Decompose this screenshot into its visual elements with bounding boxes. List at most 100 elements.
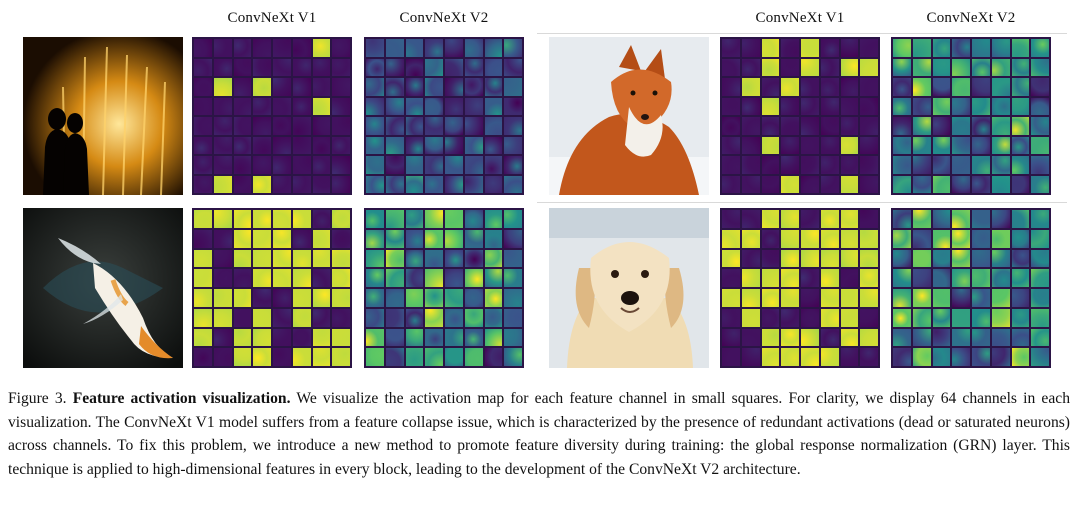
feature-channel-cell: [820, 175, 839, 193]
feature-channel-cell: [722, 328, 740, 347]
feature-channel-cell: [213, 289, 232, 307]
feature-channel-cell: [912, 175, 931, 193]
feature-channel-cell: [425, 328, 443, 347]
feature-channel-cell: [741, 348, 760, 366]
feature-channel-cell: [972, 39, 990, 57]
feature-channel-cell: [820, 78, 839, 96]
feature-channel-cell: [741, 249, 760, 268]
feature-channel-cell: [312, 117, 331, 135]
feature-channel-cell: [405, 229, 424, 248]
feature-channel-cell: [504, 58, 522, 76]
feature-channel-cell: [820, 97, 839, 115]
feature-channel-cell: [464, 348, 483, 366]
feature-channel-cell: [912, 210, 931, 228]
feature-channel-cell: [860, 328, 878, 347]
feature-channel-cell: [820, 39, 839, 57]
feature-channel-cell: [385, 249, 404, 268]
feature-channel-cell: [292, 269, 311, 287]
feature-channel-cell: [273, 229, 291, 248]
feature-channel-cell: [213, 39, 232, 57]
feature-channel-cell: [860, 117, 878, 135]
feature-channel-cell: [273, 97, 291, 115]
feature-channel-cell: [781, 97, 799, 115]
feature-channel-cell: [801, 348, 819, 366]
feature-channel-cell: [801, 78, 819, 96]
feature-channel-cell: [366, 210, 384, 228]
feature-channel-cell: [840, 269, 859, 287]
feature-channel-cell: [213, 117, 232, 135]
feature-channel-cell: [464, 97, 483, 115]
feature-channel-cell: [253, 249, 271, 268]
feature-channel-cell: [405, 249, 424, 268]
feature-channel-cell: [504, 289, 522, 307]
feature-channel-cell: [840, 78, 859, 96]
feature-channel-cell: [1011, 58, 1030, 76]
feature-channel-cell: [385, 156, 404, 174]
feature-channel-cell: [1031, 229, 1049, 248]
feature-channel-cell: [912, 39, 931, 57]
activation-grid-dog-v1: [720, 208, 880, 368]
feature-channel-cell: [932, 229, 951, 248]
feature-channel-cell: [332, 175, 350, 193]
feature-channel-cell: [952, 210, 970, 228]
feature-channel-cell: [405, 210, 424, 228]
feature-channel-cell: [722, 136, 740, 154]
feature-channel-cell: [385, 97, 404, 115]
feature-channel-cell: [801, 39, 819, 57]
feature-channel-cell: [801, 156, 819, 174]
feature-channel-cell: [425, 78, 443, 96]
feature-channel-cell: [893, 210, 911, 228]
feature-channel-cell: [860, 210, 878, 228]
feature-channel-cell: [991, 308, 1010, 327]
feature-channel-cell: [312, 136, 331, 154]
feature-channel-cell: [445, 249, 463, 268]
feature-channel-cell: [292, 97, 311, 115]
feature-channel-cell: [912, 328, 931, 347]
feature-channel-cell: [366, 328, 384, 347]
feature-channel-cell: [253, 308, 271, 327]
feature-channel-cell: [761, 156, 780, 174]
feature-channel-cell: [366, 348, 384, 366]
feature-channel-cell: [366, 229, 384, 248]
feature-channel-cell: [332, 117, 350, 135]
feature-channel-cell: [1031, 175, 1049, 193]
feature-channel-cell: [366, 156, 384, 174]
feature-channel-cell: [464, 175, 483, 193]
feature-channel-cell: [932, 117, 951, 135]
activation-grid-koi-v1: [192, 208, 352, 368]
feature-channel-cell: [312, 210, 331, 228]
feature-channel-cell: [761, 175, 780, 193]
feature-channel-cell: [504, 117, 522, 135]
feature-channel-cell: [484, 78, 503, 96]
feature-channel-cell: [385, 210, 404, 228]
feature-channel-cell: [194, 348, 212, 366]
feature-channel-cell: [233, 289, 252, 307]
feature-channel-cell: [1031, 78, 1049, 96]
feature-channel-cell: [761, 117, 780, 135]
feature-channel-cell: [912, 136, 931, 154]
feature-channel-cell: [1031, 39, 1049, 57]
feature-channel-cell: [484, 117, 503, 135]
feature-channel-cell: [1011, 210, 1030, 228]
feature-channel-cell: [820, 229, 839, 248]
feature-channel-cell: [932, 328, 951, 347]
feature-channel-cell: [484, 269, 503, 287]
feature-channel-cell: [840, 210, 859, 228]
feature-channel-cell: [312, 175, 331, 193]
feature-channel-cell: [312, 58, 331, 76]
feature-channel-cell: [233, 78, 252, 96]
feature-channel-cell: [1031, 156, 1049, 174]
activation-grid-koi-v2: [364, 208, 524, 368]
feature-channel-cell: [405, 269, 424, 287]
feature-channel-cell: [385, 269, 404, 287]
feature-channel-cell: [972, 97, 990, 115]
feature-channel-cell: [840, 117, 859, 135]
feature-channel-cell: [820, 269, 839, 287]
feature-channel-cell: [425, 348, 443, 366]
feature-channel-cell: [405, 39, 424, 57]
feature-channel-cell: [801, 269, 819, 287]
feature-channel-cell: [233, 175, 252, 193]
feature-channel-cell: [366, 78, 384, 96]
feature-channel-cell: [385, 78, 404, 96]
feature-channel-cell: [273, 289, 291, 307]
